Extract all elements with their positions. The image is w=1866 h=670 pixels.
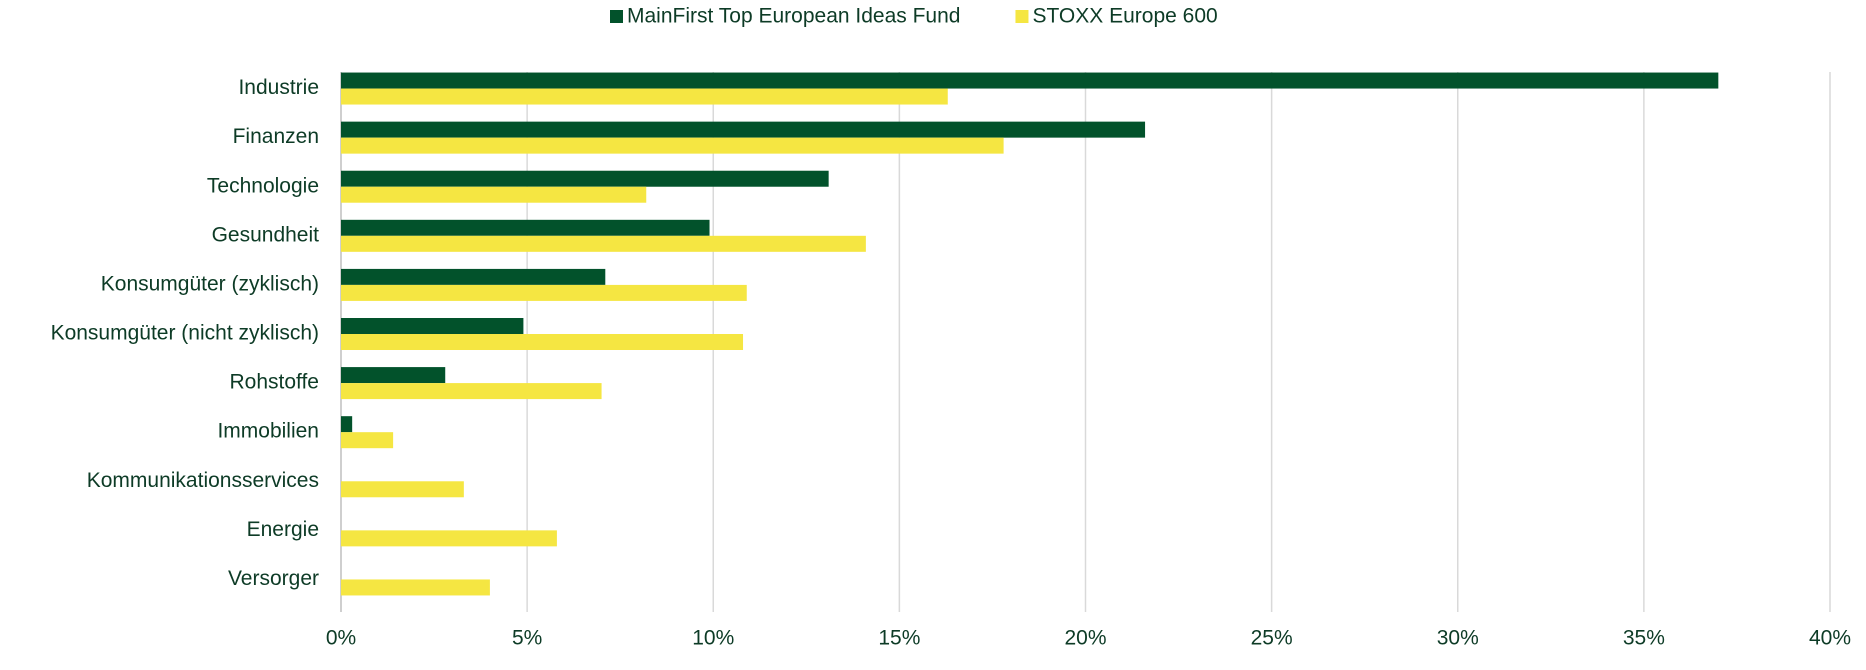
y-tick-label: Industrie — [238, 76, 319, 99]
legend-swatch — [1015, 10, 1029, 23]
bar — [341, 219, 710, 236]
y-tick-label: Rohstoffe — [229, 371, 319, 394]
x-tick-label: 40% — [1809, 627, 1851, 650]
y-tick-label: Gesundheit — [212, 223, 320, 246]
x-tick-label: 30% — [1437, 627, 1479, 650]
x-tick-label: 10% — [692, 627, 734, 650]
bar — [341, 579, 490, 596]
x-tick-label: 5% — [512, 627, 542, 650]
bar — [341, 170, 829, 187]
bar — [341, 121, 1146, 138]
legend-swatch — [610, 10, 623, 23]
x-tick-label: 35% — [1623, 627, 1665, 650]
y-tick-label: Finanzen — [233, 125, 319, 148]
legend-label: STOXX Europe 600 — [1032, 5, 1217, 28]
y-tick-label: Kommunikationsservices — [87, 469, 319, 492]
bar — [341, 334, 744, 350]
y-tick-label: Versorger — [228, 567, 319, 590]
bar — [341, 318, 524, 334]
y-tick-label: Konsumgüter (nicht zyklisch) — [51, 322, 319, 345]
bar — [341, 284, 747, 301]
y-tick-label: Energie — [247, 518, 319, 541]
legend-label: MainFirst Top European Ideas Fund — [627, 5, 960, 28]
x-tick-label: 25% — [1251, 627, 1293, 650]
y-tick-label: Technologie — [207, 174, 319, 197]
bar — [341, 367, 446, 384]
x-tick-label: 0% — [326, 627, 356, 650]
bar — [341, 72, 1719, 89]
bar — [341, 383, 602, 400]
bar — [341, 481, 464, 498]
bar — [341, 416, 353, 433]
bar — [341, 137, 1004, 154]
bar — [341, 432, 394, 449]
y-tick-label: Konsumgüter (zyklisch) — [101, 272, 319, 295]
bar — [341, 88, 948, 105]
bar — [341, 235, 866, 252]
bar — [341, 186, 647, 203]
x-tick-label: 15% — [878, 627, 920, 650]
bar — [341, 530, 557, 547]
y-tick-label: Immobilien — [217, 420, 319, 443]
x-tick-label: 20% — [1064, 627, 1106, 650]
bar — [341, 268, 606, 285]
